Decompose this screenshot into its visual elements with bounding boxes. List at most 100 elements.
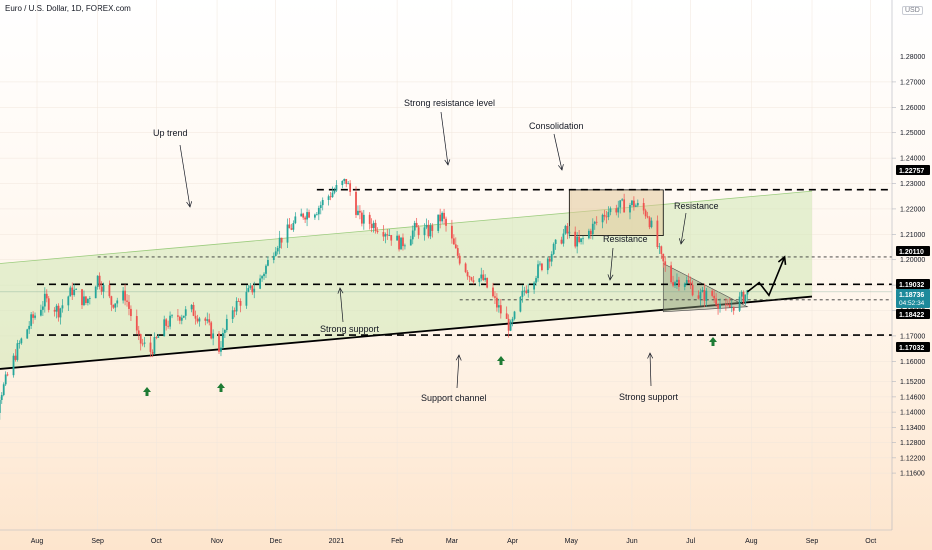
annotation-strong-support-left: Strong support <box>320 324 380 334</box>
candle-body <box>370 223 373 229</box>
candle-body <box>648 217 651 228</box>
candle-body <box>482 274 485 281</box>
price-axis[interactable]: 1.27000 1.26000 1.25000 1.24000 1.23000 1.220… <box>892 54 925 478</box>
candle-body <box>272 255 275 261</box>
candle-body <box>644 210 647 217</box>
svg-text:1.19032: 1.19032 <box>899 282 924 289</box>
candle-body <box>629 204 631 213</box>
candle-body <box>541 263 543 271</box>
candle-body <box>96 275 99 287</box>
currency-button[interactable]: USD <box>902 6 923 15</box>
price-tick-label: 1.28000 <box>900 54 925 61</box>
candle-body <box>464 263 467 273</box>
candle-body <box>75 289 78 291</box>
candle-body <box>69 287 72 297</box>
candle-body <box>300 213 303 217</box>
arrow-support-channel-head <box>455 354 462 361</box>
candle-body <box>568 231 571 234</box>
arrow-strong-support-left-head <box>337 287 344 294</box>
candle-body <box>192 304 195 316</box>
annotation-up-trend: Up trend <box>153 128 188 138</box>
candle-body <box>521 290 524 297</box>
candle-body <box>458 255 461 264</box>
candle-body <box>685 280 688 284</box>
time-axis[interactable]: Aug Sep Oct Nov Dec 2021 Feb Mar Apr May Jun Jul Aug… <box>31 538 876 545</box>
candle-body <box>480 274 483 279</box>
candle-body <box>57 305 60 318</box>
price-tick-label: 1.14600 <box>900 394 925 401</box>
svg-text:04:52:34: 04:52:34 <box>899 300 925 307</box>
candle-body <box>603 214 606 217</box>
candle-body <box>218 333 220 352</box>
candle-body <box>267 260 269 266</box>
candle-body <box>210 322 213 339</box>
time-tick-label: Apr <box>507 538 519 545</box>
time-tick-label: Oct <box>865 538 876 545</box>
candle-body <box>155 337 158 338</box>
candle-body <box>715 298 718 305</box>
candle-body <box>61 305 64 309</box>
candle-body <box>294 216 297 224</box>
candle-body <box>566 225 569 234</box>
price-tick-label: 1.26000 <box>900 105 925 112</box>
candle-body <box>71 287 74 296</box>
candle-body <box>728 304 731 308</box>
candle-body <box>548 258 551 262</box>
svg-text:1.18422: 1.18422 <box>899 312 924 319</box>
candle-body <box>177 315 179 317</box>
candle-body <box>126 300 128 302</box>
candle-body <box>740 291 743 297</box>
candle-body <box>658 246 661 248</box>
price-tick-label: 1.13400 <box>900 425 925 432</box>
candle-body <box>374 222 377 231</box>
candle-body <box>678 279 680 287</box>
candle-body <box>59 308 62 318</box>
candle-body <box>484 277 487 281</box>
price-label-2: 1.20110 <box>896 246 930 256</box>
candle-body <box>662 253 665 262</box>
candle-body <box>535 278 537 283</box>
candle-body <box>333 190 336 193</box>
candle-body <box>552 243 555 255</box>
candle-body <box>194 315 197 319</box>
candle-body <box>452 238 455 245</box>
candle-body <box>237 300 240 302</box>
annotation-resistance-left: Resistance <box>603 234 648 244</box>
candle-body <box>94 286 97 299</box>
candle-body <box>345 178 348 185</box>
candle-body <box>372 222 375 229</box>
candle-body <box>321 199 324 206</box>
candle-body <box>245 291 248 306</box>
candle-body <box>554 239 557 244</box>
candle-body <box>249 285 252 289</box>
candle-body <box>26 329 29 339</box>
candle-body <box>4 374 7 385</box>
candle-body <box>12 355 15 376</box>
candle-body <box>347 183 350 185</box>
candle-body <box>619 200 622 208</box>
price-tick-label: 1.22000 <box>900 206 925 213</box>
candle-body <box>623 199 626 213</box>
candles <box>0 178 749 420</box>
time-tick-label: Mar <box>446 538 459 545</box>
candle-body <box>496 297 498 308</box>
candle-body <box>331 192 334 198</box>
candle-body <box>139 334 142 344</box>
candle-body <box>450 225 453 239</box>
support-bounce-icon <box>217 383 225 392</box>
candle-body <box>509 321 512 331</box>
candle-body <box>341 180 344 186</box>
candle-body <box>20 338 23 344</box>
time-tick-label: Sep <box>91 538 104 545</box>
candle-body <box>537 264 539 279</box>
arrow-resistance-left-head <box>607 274 614 281</box>
candle-body <box>220 347 222 352</box>
candle-body <box>86 298 89 303</box>
candle-body <box>499 305 502 314</box>
candle-body <box>705 290 708 301</box>
candle-body <box>423 227 426 236</box>
candle-body <box>717 304 719 309</box>
candle-body <box>607 212 610 218</box>
candle-body <box>398 235 400 250</box>
